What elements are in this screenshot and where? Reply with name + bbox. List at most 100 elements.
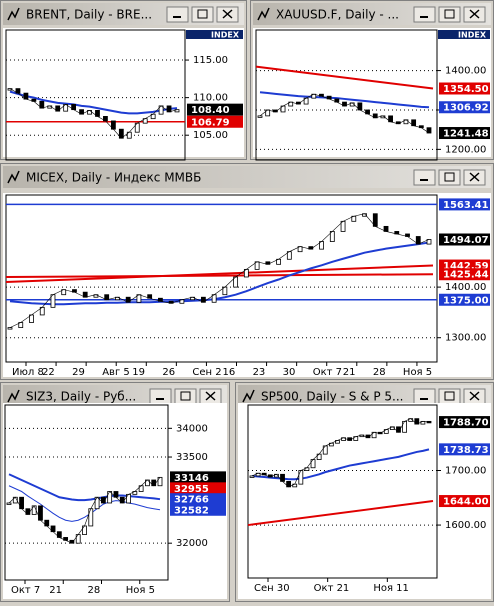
x-tick-label: 19 [132,367,145,378]
price-tag-label: 1375.00 [443,295,489,306]
price-tag [439,233,490,246]
trend-line [5,264,434,284]
window-button-close[interactable] [463,388,486,405]
button-glyph [205,391,216,401]
plot-border [4,404,169,581]
price-tag-label: 1442.59 [443,261,489,272]
button-glyph [444,391,455,401]
candle [316,453,322,460]
button-face [166,6,189,23]
y-tick-label: 32000 [176,538,208,549]
window-icon [7,7,20,21]
price-tag-label: 33146 [174,473,209,484]
price-tag-label: 1788.70 [443,418,489,429]
window-title: BRENT, Daily - BRE... [26,8,152,22]
candle [322,445,328,455]
client-area [3,193,491,377]
window-button-close[interactable] [199,388,222,405]
window-button-close[interactable] [463,6,486,23]
price-tag-label: 106.79 [191,117,230,128]
y-tick-label: 1600.00 [445,520,486,531]
candle [94,496,100,510]
button-face [438,388,461,405]
price-tag-label: 1494.07 [443,235,489,246]
trend-line [247,500,434,527]
candle [402,420,407,433]
price-tag [170,482,226,495]
window-button-max[interactable] [438,388,461,405]
window-title: XAUUSD.F, Daily - ... [276,8,399,22]
candle [31,505,37,515]
window-button-min[interactable] [413,6,436,23]
y-tick-label: 33500 [176,452,208,463]
button-glyph [469,172,480,182]
x-tick-label: Сен 30 [254,583,290,594]
candle [298,470,304,485]
price-tag [439,293,490,306]
button-glyph [469,9,480,19]
y-tick-label: 1700.00 [445,465,486,476]
y-tick-label: 1200.00 [445,144,486,155]
chart-window: XAUUSD.F, Daily - ...INDEX1200.001300.00… [250,0,494,161]
chart-window: MICEX, Daily - Индекс ММВБ 1300.00 1400.00… [0,163,494,380]
moving-average [259,91,430,109]
axis-header-label: INDEX [211,31,240,40]
window-icon [7,389,20,403]
price-tag [439,416,490,429]
button-glyph [469,391,480,401]
price-tag [170,503,226,516]
moving-average [8,473,161,502]
price-line [9,88,178,139]
axis-header [438,30,490,39]
button-glyph [444,9,455,19]
window-button-min[interactable] [413,169,436,186]
price-tag-label: 32582 [174,505,209,516]
x-tick-label: 21 [49,585,62,596]
button-face [413,388,436,405]
candle [38,505,43,521]
button-face [174,388,197,405]
title-bar [3,166,491,188]
candle [107,491,113,504]
candle [113,491,119,498]
candle [138,485,144,492]
moving-average [8,485,161,522]
x-tick-label: Ноя 5 [403,367,432,378]
candle [50,525,56,533]
candle [371,431,377,439]
x-tick-label: 21 [343,367,356,378]
window-button-max[interactable] [174,388,197,405]
button-face [413,6,436,23]
price-line [8,477,161,544]
candle [6,502,12,505]
candle [157,476,163,487]
x-tick-label: Ноя 11 [373,583,409,594]
button-glyph [222,9,233,19]
candle [119,496,125,504]
button-glyph [197,9,208,19]
window-button-close[interactable] [216,6,239,23]
x-tick-label: 30 [283,367,296,378]
price-tag-label: 1563.41 [443,200,489,211]
window-icon [7,170,20,184]
plot-border [5,194,438,363]
button-glyph [180,391,191,401]
window-button-min[interactable] [166,6,189,23]
window-button-min[interactable] [149,388,172,405]
chart-window: SP500, Daily - S & P 5... 1600.00 1700.00 С… [235,382,494,602]
y-tick-label: 1400.00 [445,66,486,77]
candle [88,508,94,527]
window-button-close[interactable] [463,169,486,186]
window-title: MICEX, Daily - Индекс ММВБ [26,171,201,185]
window-button-max[interactable] [438,6,461,23]
price-tag [439,495,490,508]
axis-header-label: INDEX [458,31,487,40]
price-tag [439,268,490,281]
price-tag [187,103,243,116]
y-tick-label: 1400.00 [445,282,486,293]
window-button-max[interactable] [438,169,461,186]
candle [19,496,24,510]
chart-window: BRENT, Daily - BRE... INDEX 105.00 110.00 11… [0,0,247,161]
window-button-max[interactable] [191,6,214,23]
window-button-min[interactable] [413,388,436,405]
